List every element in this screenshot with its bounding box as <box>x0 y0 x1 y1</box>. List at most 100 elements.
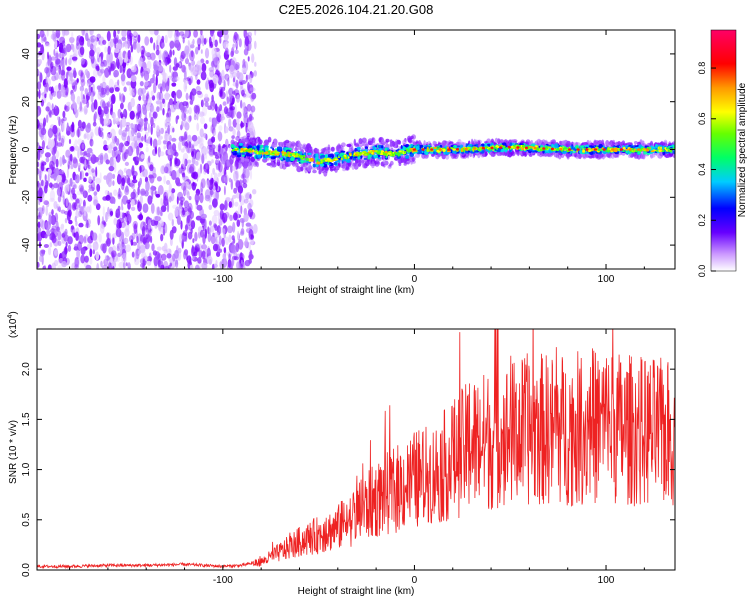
spectrogram-noise-blob <box>138 58 144 68</box>
spectrogram-noise-blob <box>110 250 117 258</box>
spectrogram-noise-blob <box>37 118 40 129</box>
spectrogram-noise-blob <box>167 124 170 136</box>
spectrogram-halo-blob <box>243 160 249 167</box>
spectrogram-band-blob <box>319 163 325 167</box>
spectrogram-noise-blob <box>204 219 207 229</box>
spectrogram-noise-blob <box>92 83 95 93</box>
spectrogram-noise-blob <box>86 147 93 154</box>
spectrogram-noise-blob <box>76 248 80 260</box>
spectrogram-core-blob <box>460 149 463 152</box>
spectrogram-halo-blob <box>389 160 394 166</box>
spectrogram-noise-blob <box>142 168 148 178</box>
spectrogram-halo-blob <box>235 155 239 162</box>
spectrogram-noise-blob <box>169 237 173 247</box>
spectrogram-noise-blob <box>59 36 66 45</box>
spectrogram-noise-blob <box>136 42 141 54</box>
spectrogram-noise-blob <box>182 230 188 237</box>
spectrogram-noise-blob <box>231 235 235 241</box>
spectrogram-noise-blob <box>121 177 125 187</box>
spectrogram-noise-blob <box>121 36 126 41</box>
spectrogram-noise-blob <box>240 120 243 129</box>
spectrogram-core-blob <box>240 150 243 153</box>
spectrogram-core-blob <box>311 159 314 162</box>
spectrogram-noise-blob <box>169 64 172 73</box>
spectrogram-noise-blob <box>184 45 190 55</box>
spectrogram-noise-blob <box>71 31 74 39</box>
spectrogram-halo-blob <box>235 136 240 141</box>
spectrogram-halo-blob <box>250 156 256 162</box>
spectrogram-noise-blob <box>242 79 246 85</box>
spectrogram-noise-blob <box>40 44 44 55</box>
spectrogram-noise-blob <box>129 110 135 120</box>
spectrogram-noise-blob <box>191 134 198 142</box>
spectrogram-band-blob <box>421 150 424 154</box>
spectrogram-halo-blob <box>641 140 645 145</box>
spectrogram-noise-blob <box>164 92 170 101</box>
spectrogram-noise-blob <box>81 143 85 150</box>
spectrogram-noise-blob <box>243 212 249 222</box>
spectrogram-noise-blob <box>117 30 120 35</box>
spectrogram-noise-blob <box>219 165 224 175</box>
spectrogram-band-blob <box>571 145 574 148</box>
spectrogram-noise-blob <box>54 249 58 256</box>
spectrogram-noise-blob <box>158 222 162 232</box>
spectrogram-noise-blob <box>120 221 126 229</box>
spectrogram-band-blob <box>283 147 286 151</box>
spectrogram-core-blob <box>643 147 646 150</box>
spectrogram-noise-blob <box>73 67 77 79</box>
spectrogram-band-blob <box>238 142 243 146</box>
spectrogram-noise-blob <box>140 154 145 159</box>
x-tick-label: -100 <box>213 575 233 586</box>
spectrogram-noise-blob <box>180 220 183 230</box>
spectrogram-core-blob <box>231 148 234 152</box>
spectrogram-halo-blob <box>357 144 363 148</box>
spectrogram-noise-blob <box>127 213 132 224</box>
spectrogram-noise-blob <box>88 156 92 162</box>
spectrogram-noise-blob <box>228 87 234 96</box>
spectrogram-band-blob <box>260 144 264 148</box>
spectrogram-noise-blob <box>240 99 243 109</box>
spectrogram-noise-blob <box>241 89 245 97</box>
spectrogram-noise-blob <box>92 232 98 241</box>
spectrogram-halo-blob <box>605 140 610 147</box>
spectrogram-noise-blob <box>77 241 82 251</box>
spectrogram-noise-blob <box>108 78 114 89</box>
spectrogram-core-blob <box>600 148 602 151</box>
spectrogram-noise-blob <box>173 94 177 106</box>
spectrogram-halo-blob <box>406 160 410 165</box>
spectrogram-noise-blob <box>142 260 145 269</box>
spectrogram-noise-blob <box>50 61 54 69</box>
spectrogram-band-blob <box>385 156 388 159</box>
spectrogram-noise-blob <box>67 155 71 166</box>
spectrogram-halo-blob <box>450 153 455 160</box>
spectrogram-noise-blob <box>129 235 134 243</box>
spectrogram-peak-mark <box>490 146 494 150</box>
spectrogram-noise-blob <box>188 107 192 115</box>
spectrogram-noise-blob <box>158 65 163 72</box>
spectrogram-noise-blob <box>160 205 167 213</box>
spectrogram-noise-blob <box>194 246 198 254</box>
spectrogram-noise-blob <box>147 227 152 238</box>
spectrogram-noise-blob <box>219 168 223 177</box>
spectrogram-noise-blob <box>83 177 87 182</box>
spectrogram-noise-blob <box>232 194 237 199</box>
spectrogram-noise-blob <box>166 57 172 64</box>
spectrogram-noise-blob <box>224 256 227 268</box>
spectrogram-noise-blob <box>76 95 81 105</box>
spectrogram-noise-blob <box>239 195 246 206</box>
spectrogram-noise-blob <box>94 111 98 120</box>
spectrogram-core-blob <box>395 152 398 156</box>
spectrogram-halo-blob <box>298 145 302 151</box>
spectrogram-noise-blob <box>165 163 171 174</box>
spectrogram-noise-blob <box>84 234 89 244</box>
spectrogram-marks <box>37 30 675 269</box>
spectrogram-core-blob <box>582 148 585 151</box>
spectrogram-noise-blob <box>229 108 236 119</box>
spectrogram-noise-blob <box>251 92 257 100</box>
spectrogram-noise-blob <box>219 91 226 100</box>
spectrogram-noise-blob <box>224 199 228 211</box>
spectrogram-noise-blob <box>59 47 62 53</box>
spectrogram-noise-blob <box>87 91 92 97</box>
spectrogram-noise-blob <box>153 82 157 94</box>
spectrogram-noise-blob <box>248 121 254 132</box>
